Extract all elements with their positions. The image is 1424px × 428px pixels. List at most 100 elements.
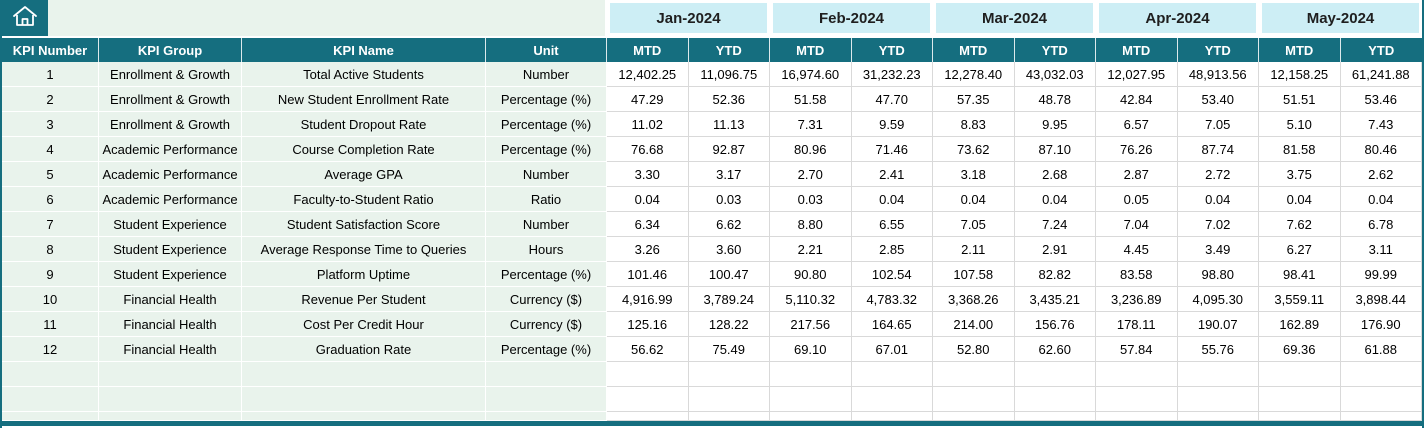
value-cell[interactable]: 43,032.03 bbox=[1014, 62, 1096, 87]
value-cell[interactable]: 0.04 bbox=[851, 187, 933, 212]
value-cell[interactable]: 4,916.99 bbox=[607, 287, 689, 312]
value-cell[interactable]: 76.26 bbox=[1096, 137, 1178, 162]
value-cell[interactable]: 128.22 bbox=[688, 312, 770, 337]
value-cell[interactable]: 0.05 bbox=[1096, 187, 1178, 212]
kpi-number-cell[interactable]: 8 bbox=[2, 237, 99, 262]
value-cell[interactable]: 4,783.32 bbox=[851, 287, 933, 312]
value-cell[interactable]: 2.21 bbox=[770, 237, 852, 262]
kpi-number-cell[interactable]: 5 bbox=[2, 162, 99, 187]
value-cell[interactable]: 3.60 bbox=[688, 237, 770, 262]
value-cell[interactable]: 4,095.30 bbox=[1177, 287, 1259, 312]
empty-cell[interactable] bbox=[99, 362, 242, 387]
value-cell[interactable]: 2.11 bbox=[933, 237, 1015, 262]
value-cell[interactable]: 71.46 bbox=[851, 137, 933, 162]
empty-cell[interactable] bbox=[851, 362, 933, 387]
kpi-name-cell[interactable]: Student Dropout Rate bbox=[242, 112, 486, 137]
unit-cell[interactable]: Hours bbox=[486, 237, 607, 262]
value-cell[interactable]: 73.62 bbox=[933, 137, 1015, 162]
empty-cell[interactable] bbox=[99, 387, 242, 412]
value-cell[interactable]: 4.45 bbox=[1096, 237, 1178, 262]
value-cell[interactable]: 83.58 bbox=[1096, 262, 1178, 287]
value-cell[interactable]: 0.03 bbox=[770, 187, 852, 212]
value-cell[interactable]: 7.62 bbox=[1259, 212, 1341, 237]
value-cell[interactable]: 164.65 bbox=[851, 312, 933, 337]
kpi-number-cell[interactable]: 7 bbox=[2, 212, 99, 237]
kpi-name-cell[interactable]: Average Response Time to Queries bbox=[242, 237, 486, 262]
unit-cell[interactable]: Currency ($) bbox=[486, 287, 607, 312]
kpi-number-cell[interactable]: 10 bbox=[2, 287, 99, 312]
value-cell[interactable]: 3.17 bbox=[688, 162, 770, 187]
value-cell[interactable]: 92.87 bbox=[688, 137, 770, 162]
empty-cell[interactable] bbox=[1014, 387, 1096, 412]
value-cell[interactable]: 3,559.11 bbox=[1259, 287, 1341, 312]
value-cell[interactable]: 56.62 bbox=[607, 337, 689, 362]
value-cell[interactable]: 62.60 bbox=[1014, 337, 1096, 362]
unit-cell[interactable]: Currency ($) bbox=[486, 312, 607, 337]
empty-cell[interactable] bbox=[933, 412, 1015, 421]
value-cell[interactable]: 3,898.44 bbox=[1340, 287, 1422, 312]
value-cell[interactable]: 5.10 bbox=[1259, 112, 1341, 137]
kpi-group-cell[interactable]: Financial Health bbox=[99, 337, 242, 362]
value-cell[interactable]: 3.75 bbox=[1259, 162, 1341, 187]
empty-cell[interactable] bbox=[607, 387, 689, 412]
unit-cell[interactable]: Ratio bbox=[486, 187, 607, 212]
empty-cell[interactable] bbox=[1014, 412, 1096, 421]
kpi-group-cell[interactable]: Student Experience bbox=[99, 262, 242, 287]
empty-cell[interactable] bbox=[851, 387, 933, 412]
kpi-group-cell[interactable]: Academic Performance bbox=[99, 162, 242, 187]
empty-cell[interactable] bbox=[607, 412, 689, 421]
empty-cell[interactable] bbox=[933, 362, 1015, 387]
value-cell[interactable]: 2.72 bbox=[1177, 162, 1259, 187]
value-cell[interactable]: 12,402.25 bbox=[607, 62, 689, 87]
kpi-name-cell[interactable]: Total Active Students bbox=[242, 62, 486, 87]
value-cell[interactable]: 3,435.21 bbox=[1014, 287, 1096, 312]
value-cell[interactable]: 0.04 bbox=[1177, 187, 1259, 212]
value-cell[interactable]: 3,368.26 bbox=[933, 287, 1015, 312]
value-cell[interactable]: 6.57 bbox=[1096, 112, 1178, 137]
kpi-group-cell[interactable]: Enrollment & Growth bbox=[99, 87, 242, 112]
kpi-group-cell[interactable]: Enrollment & Growth bbox=[99, 62, 242, 87]
value-cell[interactable]: 178.11 bbox=[1096, 312, 1178, 337]
empty-cell[interactable] bbox=[1259, 387, 1341, 412]
empty-cell[interactable] bbox=[688, 387, 770, 412]
value-cell[interactable]: 42.84 bbox=[1096, 87, 1178, 112]
kpi-group-cell[interactable]: Financial Health bbox=[99, 312, 242, 337]
value-cell[interactable]: 11.02 bbox=[607, 112, 689, 137]
value-cell[interactable]: 7.02 bbox=[1177, 212, 1259, 237]
value-cell[interactable]: 8.80 bbox=[770, 212, 852, 237]
value-cell[interactable]: 82.82 bbox=[1014, 262, 1096, 287]
value-cell[interactable]: 100.47 bbox=[688, 262, 770, 287]
value-cell[interactable]: 0.04 bbox=[1014, 187, 1096, 212]
value-cell[interactable]: 7.43 bbox=[1340, 112, 1422, 137]
empty-cell[interactable] bbox=[99, 412, 242, 421]
value-cell[interactable]: 0.03 bbox=[688, 187, 770, 212]
value-cell[interactable]: 3.30 bbox=[607, 162, 689, 187]
value-cell[interactable]: 69.10 bbox=[770, 337, 852, 362]
value-cell[interactable]: 6.78 bbox=[1340, 212, 1422, 237]
value-cell[interactable]: 2.70 bbox=[770, 162, 852, 187]
value-cell[interactable]: 162.89 bbox=[1259, 312, 1341, 337]
kpi-name-cell[interactable]: Cost Per Credit Hour bbox=[242, 312, 486, 337]
value-cell[interactable]: 75.49 bbox=[688, 337, 770, 362]
kpi-name-cell[interactable]: Platform Uptime bbox=[242, 262, 486, 287]
value-cell[interactable]: 0.04 bbox=[607, 187, 689, 212]
kpi-number-cell[interactable]: 3 bbox=[2, 112, 99, 137]
value-cell[interactable]: 7.05 bbox=[1177, 112, 1259, 137]
value-cell[interactable]: 9.59 bbox=[851, 112, 933, 137]
empty-cell[interactable] bbox=[242, 412, 486, 421]
value-cell[interactable]: 5,110.32 bbox=[770, 287, 852, 312]
value-cell[interactable]: 47.29 bbox=[607, 87, 689, 112]
value-cell[interactable]: 217.56 bbox=[770, 312, 852, 337]
value-cell[interactable]: 69.36 bbox=[1259, 337, 1341, 362]
empty-cell[interactable] bbox=[688, 412, 770, 421]
unit-cell[interactable]: Number bbox=[486, 62, 607, 87]
value-cell[interactable]: 3.49 bbox=[1177, 237, 1259, 262]
value-cell[interactable]: 12,278.40 bbox=[933, 62, 1015, 87]
empty-cell[interactable] bbox=[1177, 412, 1259, 421]
value-cell[interactable]: 7.31 bbox=[770, 112, 852, 137]
value-cell[interactable]: 3,789.24 bbox=[688, 287, 770, 312]
value-cell[interactable]: 11.13 bbox=[688, 112, 770, 137]
kpi-group-cell[interactable]: Student Experience bbox=[99, 237, 242, 262]
value-cell[interactable]: 98.41 bbox=[1259, 262, 1341, 287]
value-cell[interactable]: 16,974.60 bbox=[770, 62, 852, 87]
